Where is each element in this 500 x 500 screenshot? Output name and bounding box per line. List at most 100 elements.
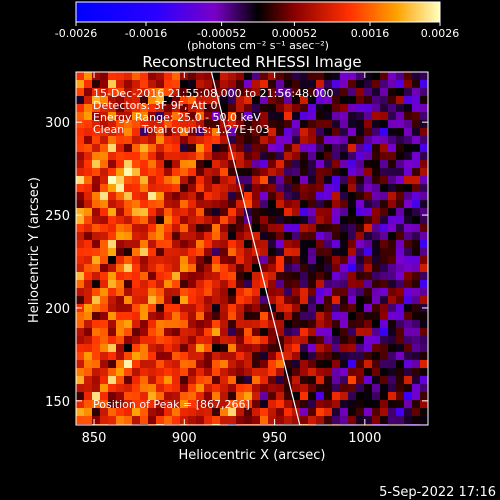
- heatmap-pixel: [236, 328, 244, 336]
- heatmap-pixel: [140, 216, 148, 224]
- heatmap-pixel: [156, 392, 164, 400]
- heatmap-pixel: [148, 160, 156, 168]
- heatmap-pixel: [156, 384, 164, 392]
- heatmap-pixel: [172, 208, 180, 216]
- heatmap-pixel: [156, 264, 164, 272]
- heatmap-pixel: [292, 72, 300, 80]
- heatmap-pixel: [84, 360, 92, 368]
- heatmap-pixel: [172, 160, 180, 168]
- heatmap-pixel: [364, 208, 372, 216]
- heatmap-pixel: [180, 144, 188, 152]
- heatmap-pixel: [340, 72, 348, 80]
- heatmap-pixel: [380, 288, 388, 296]
- heatmap-pixel: [76, 200, 84, 208]
- heatmap-pixel: [124, 280, 132, 288]
- heatmap-pixel: [324, 120, 332, 128]
- heatmap-pixel: [220, 416, 228, 424]
- heatmap-pixel: [244, 120, 252, 128]
- heatmap-pixel: [252, 88, 260, 96]
- heatmap-pixel: [340, 224, 348, 232]
- heatmap-pixel: [92, 368, 100, 376]
- heatmap-pixel: [132, 288, 140, 296]
- heatmap-pixel: [188, 120, 196, 128]
- heatmap-pixel: [396, 176, 404, 184]
- heatmap-pixel: [132, 328, 140, 336]
- heatmap-pixel: [180, 392, 188, 400]
- heatmap-pixel: [220, 376, 228, 384]
- heatmap-pixel: [380, 208, 388, 216]
- heatmap-pixel: [188, 280, 196, 288]
- heatmap-pixel: [412, 200, 420, 208]
- heatmap-pixel: [308, 144, 316, 152]
- heatmap-pixel: [388, 96, 396, 104]
- heatmap-pixel: [212, 232, 220, 240]
- heatmap-pixel: [284, 416, 292, 424]
- heatmap-pixel: [420, 104, 428, 112]
- heatmap-pixel: [76, 240, 84, 248]
- heatmap-pixel: [284, 400, 292, 408]
- heatmap-pixel: [116, 72, 124, 80]
- heatmap-pixel: [116, 280, 124, 288]
- heatmap-pixel: [380, 360, 388, 368]
- heatmap-pixel: [404, 144, 412, 152]
- heatmap-pixel: [268, 192, 276, 200]
- heatmap-pixel: [340, 360, 348, 368]
- heatmap-pixel: [380, 168, 388, 176]
- heatmap-pixel: [76, 168, 84, 176]
- heatmap-pixel: [348, 296, 356, 304]
- heatmap-pixel: [180, 344, 188, 352]
- heatmap-pixel: [356, 128, 364, 136]
- heatmap-pixel: [364, 176, 372, 184]
- heatmap-pixel: [252, 352, 260, 360]
- heatmap-pixel: [84, 240, 92, 248]
- heatmap-pixel: [412, 344, 420, 352]
- heatmap-pixel: [412, 224, 420, 232]
- heatmap-pixel: [268, 248, 276, 256]
- heatmap-pixel: [396, 328, 404, 336]
- heatmap-pixel: [276, 256, 284, 264]
- heatmap-pixel: [148, 416, 156, 424]
- heatmap-pixel: [372, 168, 380, 176]
- heatmap-pixel: [148, 360, 156, 368]
- heatmap-pixel: [236, 96, 244, 104]
- heatmap-pixel: [212, 256, 220, 264]
- heatmap-pixel: [132, 176, 140, 184]
- heatmap-pixel: [244, 144, 252, 152]
- heatmap-pixel: [92, 304, 100, 312]
- heatmap-pixel: [284, 224, 292, 232]
- heatmap-pixel: [132, 344, 140, 352]
- heatmap-pixel: [316, 352, 324, 360]
- heatmap-pixel: [148, 320, 156, 328]
- heatmap-pixel: [204, 136, 212, 144]
- heatmap-pixel: [252, 80, 260, 88]
- heatmap-pixel: [340, 328, 348, 336]
- heatmap-pixel: [276, 376, 284, 384]
- heatmap-pixel: [76, 400, 84, 408]
- heatmap-pixel: [124, 200, 132, 208]
- heatmap-pixel: [76, 264, 84, 272]
- heatmap-pixel: [260, 104, 268, 112]
- heatmap-pixel: [252, 336, 260, 344]
- heatmap-pixel: [100, 416, 108, 424]
- heatmap-pixel: [308, 192, 316, 200]
- heatmap-pixel: [236, 344, 244, 352]
- heatmap-pixel: [308, 72, 316, 80]
- heatmap-pixel: [340, 384, 348, 392]
- heatmap-pixel: [308, 176, 316, 184]
- heatmap-pixel: [172, 264, 180, 272]
- heatmap-pixel: [372, 72, 380, 80]
- heatmap-pixel: [92, 168, 100, 176]
- heatmap-pixel: [404, 72, 412, 80]
- heatmap-pixel: [412, 368, 420, 376]
- heatmap-pixel: [308, 392, 316, 400]
- heatmap-pixel: [396, 416, 404, 424]
- heatmap-pixel: [316, 216, 324, 224]
- heatmap-pixel: [380, 80, 388, 88]
- heatmap-pixel: [228, 216, 236, 224]
- heatmap-pixel: [196, 304, 204, 312]
- heatmap-pixel: [356, 392, 364, 400]
- heatmap-pixel: [140, 256, 148, 264]
- heatmap-pixel: [260, 392, 268, 400]
- heatmap-pixel: [276, 264, 284, 272]
- heatmap-pixel: [220, 232, 228, 240]
